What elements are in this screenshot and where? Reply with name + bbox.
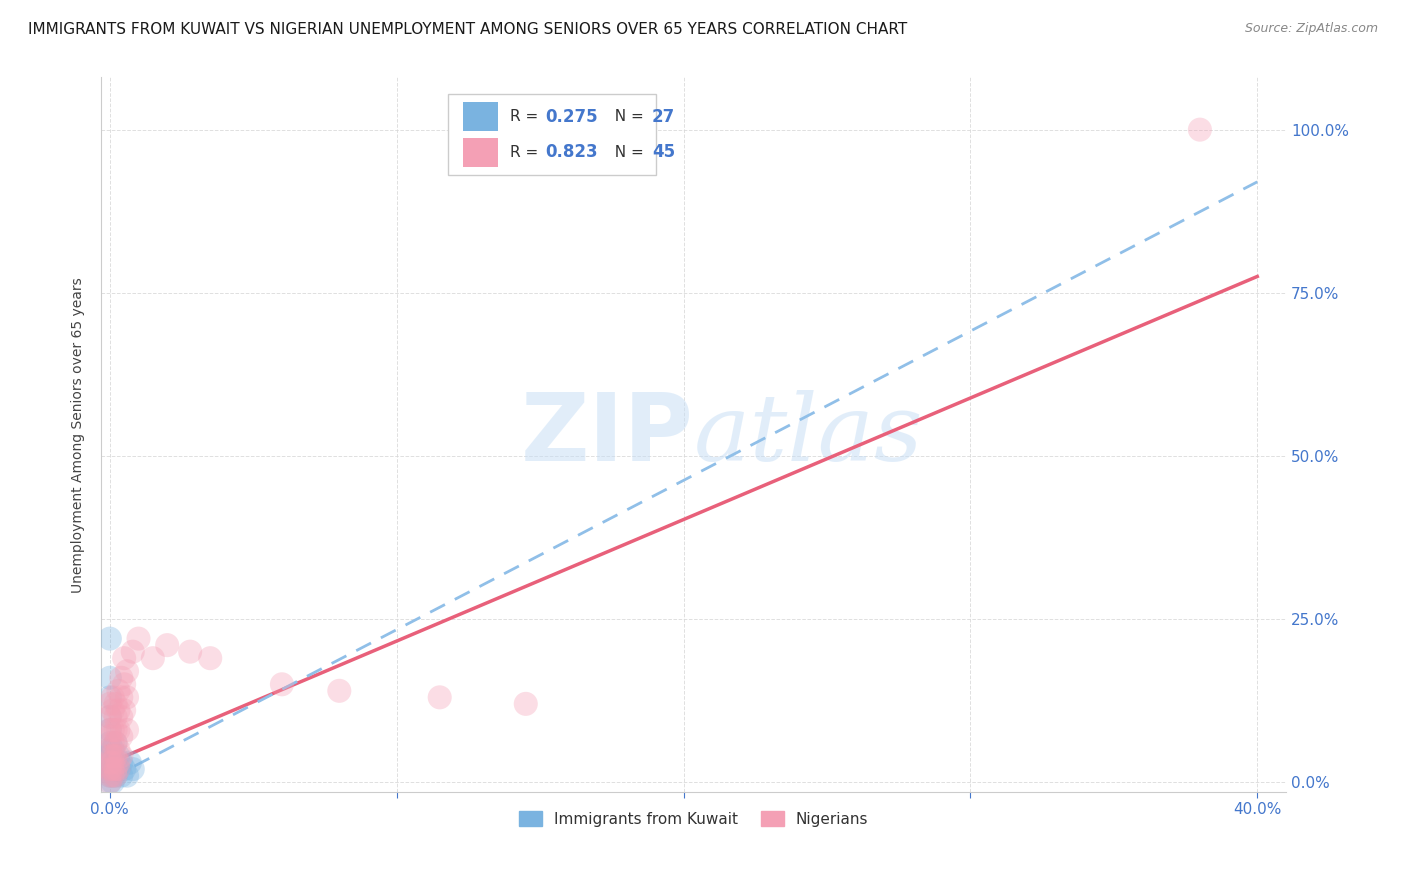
Point bbox=[110, 690, 132, 705]
Point bbox=[107, 683, 129, 698]
Text: N =: N = bbox=[605, 145, 648, 160]
FancyBboxPatch shape bbox=[449, 94, 655, 176]
Point bbox=[271, 677, 294, 691]
Text: ZIP: ZIP bbox=[520, 389, 693, 481]
Text: 0.275: 0.275 bbox=[546, 108, 598, 126]
Point bbox=[101, 749, 124, 764]
Point bbox=[98, 723, 121, 737]
Point bbox=[112, 677, 135, 691]
Point bbox=[104, 769, 127, 783]
Point bbox=[101, 762, 124, 776]
Point bbox=[98, 769, 121, 783]
Point bbox=[1188, 122, 1211, 136]
Point bbox=[121, 762, 143, 776]
Point bbox=[104, 762, 127, 776]
Point bbox=[98, 632, 121, 646]
Point bbox=[98, 697, 121, 711]
Point bbox=[107, 762, 129, 776]
Point bbox=[107, 723, 129, 737]
Point bbox=[115, 690, 138, 705]
Point bbox=[98, 690, 121, 705]
Point bbox=[107, 762, 129, 776]
Point bbox=[101, 769, 124, 783]
Point bbox=[107, 742, 129, 756]
Point bbox=[101, 736, 124, 750]
Point bbox=[98, 762, 121, 776]
Point bbox=[110, 671, 132, 685]
Point bbox=[101, 756, 124, 770]
Point bbox=[101, 723, 124, 737]
Point bbox=[112, 651, 135, 665]
Point bbox=[107, 749, 129, 764]
Point bbox=[98, 730, 121, 744]
Text: R =: R = bbox=[510, 109, 543, 124]
Point bbox=[110, 749, 132, 764]
Point bbox=[110, 710, 132, 724]
Point bbox=[104, 769, 127, 783]
Text: 45: 45 bbox=[652, 144, 675, 161]
Text: 27: 27 bbox=[652, 108, 675, 126]
Point bbox=[98, 749, 121, 764]
Point bbox=[110, 756, 132, 770]
Point bbox=[101, 703, 124, 717]
Point bbox=[104, 736, 127, 750]
Point bbox=[429, 690, 451, 705]
Point bbox=[107, 703, 129, 717]
Point bbox=[101, 690, 124, 705]
Point bbox=[110, 769, 132, 783]
Y-axis label: Unemployment Among Seniors over 65 years: Unemployment Among Seniors over 65 years bbox=[72, 277, 86, 592]
Point bbox=[515, 697, 537, 711]
Point bbox=[179, 645, 201, 659]
Point bbox=[101, 769, 124, 783]
Text: 0.823: 0.823 bbox=[546, 144, 598, 161]
Point bbox=[328, 683, 350, 698]
Point bbox=[98, 671, 121, 685]
Point bbox=[98, 769, 121, 783]
Text: N =: N = bbox=[605, 109, 648, 124]
Point bbox=[101, 742, 124, 756]
Point bbox=[98, 749, 121, 764]
Point bbox=[107, 756, 129, 770]
Point bbox=[98, 710, 121, 724]
FancyBboxPatch shape bbox=[463, 103, 498, 131]
Point bbox=[98, 723, 121, 737]
Point bbox=[104, 697, 127, 711]
Point bbox=[98, 742, 121, 756]
Point bbox=[104, 736, 127, 750]
Point bbox=[98, 762, 121, 776]
Point bbox=[98, 756, 121, 770]
Text: Source: ZipAtlas.com: Source: ZipAtlas.com bbox=[1244, 22, 1378, 36]
Point bbox=[104, 749, 127, 764]
Point bbox=[98, 756, 121, 770]
Point bbox=[110, 730, 132, 744]
Point bbox=[115, 769, 138, 783]
Point bbox=[104, 710, 127, 724]
Point bbox=[118, 756, 141, 770]
FancyBboxPatch shape bbox=[463, 138, 498, 167]
Point bbox=[142, 651, 165, 665]
Point bbox=[128, 632, 150, 646]
Text: IMMIGRANTS FROM KUWAIT VS NIGERIAN UNEMPLOYMENT AMONG SENIORS OVER 65 YEARS CORR: IMMIGRANTS FROM KUWAIT VS NIGERIAN UNEMP… bbox=[28, 22, 907, 37]
Point bbox=[98, 742, 121, 756]
Point bbox=[104, 723, 127, 737]
Point bbox=[112, 762, 135, 776]
Point bbox=[121, 645, 143, 659]
Text: atlas: atlas bbox=[693, 390, 924, 480]
Point bbox=[98, 710, 121, 724]
Point bbox=[101, 762, 124, 776]
Point bbox=[98, 775, 121, 789]
Legend: Immigrants from Kuwait, Nigerians: Immigrants from Kuwait, Nigerians bbox=[512, 803, 876, 834]
Point bbox=[115, 665, 138, 679]
Text: R =: R = bbox=[510, 145, 543, 160]
Point bbox=[98, 775, 121, 789]
Point bbox=[115, 723, 138, 737]
Point bbox=[156, 638, 179, 652]
Point bbox=[101, 775, 124, 789]
Point bbox=[98, 736, 121, 750]
Point bbox=[200, 651, 222, 665]
Point bbox=[104, 756, 127, 770]
Point bbox=[112, 703, 135, 717]
